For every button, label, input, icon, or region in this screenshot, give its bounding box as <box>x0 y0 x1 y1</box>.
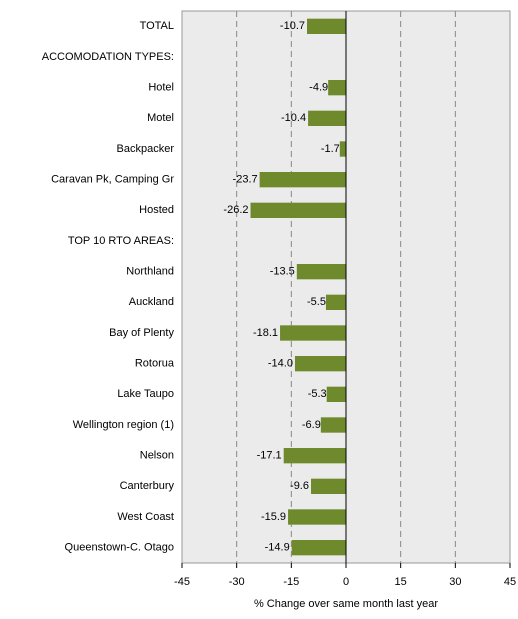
x-tick-label: 15 <box>395 576 407 588</box>
bar <box>280 325 346 341</box>
y-tick-label: Bay of Plenty <box>109 327 174 339</box>
value-label: -1.7 <box>321 143 340 155</box>
bar <box>288 509 346 525</box>
y-tick-label: Canterbury <box>120 480 175 492</box>
bar <box>291 540 346 556</box>
value-label: -17.1 <box>257 450 282 462</box>
y-tick-label: TOTAL <box>140 20 174 32</box>
bar <box>308 110 346 126</box>
bar <box>328 80 346 96</box>
value-label: -5.3 <box>308 388 327 400</box>
bar <box>250 202 346 218</box>
y-tick-label: Caravan Pk, Camping Gr <box>51 174 174 186</box>
value-label: -13.5 <box>270 266 295 278</box>
y-tick-label: Motel <box>147 112 174 124</box>
bar <box>296 264 346 280</box>
bar <box>339 141 346 157</box>
x-tick-label: 0 <box>343 576 349 588</box>
x-tick-label: -45 <box>174 576 190 588</box>
y-tick-label: Lake Taupo <box>117 388 174 400</box>
bar <box>320 417 346 433</box>
value-label: -9.6 <box>290 480 309 492</box>
y-tick-label: West Coast <box>117 511 174 523</box>
bar <box>307 18 346 34</box>
value-label: -6.9 <box>302 419 321 431</box>
x-tick-label: -30 <box>229 576 245 588</box>
bar <box>259 172 346 188</box>
y-tick-label: Hotel <box>148 82 174 94</box>
value-label: -23.7 <box>233 174 258 186</box>
bar <box>311 478 346 494</box>
value-label: -10.7 <box>280 20 305 32</box>
y-tick-label: Northland <box>126 266 174 278</box>
x-tick-label: 45 <box>504 576 516 588</box>
bar <box>294 356 346 372</box>
value-label: -5.5 <box>307 296 326 308</box>
y-tick-label: TOP 10 RTO AREAS: <box>68 235 174 247</box>
bar <box>283 448 346 464</box>
y-tick-label: Backpacker <box>117 143 175 155</box>
y-tick-label: ACCOMODATION TYPES: <box>42 51 174 63</box>
y-tick-label: Queenstown-C. Otago <box>65 542 174 554</box>
value-label: -14.9 <box>265 542 290 554</box>
x-tick-label: -15 <box>283 576 299 588</box>
y-tick-label: Hosted <box>139 204 174 216</box>
value-label: -10.4 <box>281 112 306 124</box>
bar <box>326 386 346 402</box>
value-label: -4.9 <box>309 82 328 94</box>
x-axis-label: % Change over same month last year <box>254 598 438 610</box>
y-tick-label: Wellington region (1) <box>73 419 174 431</box>
y-tick-label: Nelson <box>140 450 174 462</box>
bar <box>325 294 346 310</box>
value-label: -26.2 <box>223 204 248 216</box>
value-label: -15.9 <box>261 511 286 523</box>
value-label: -18.1 <box>253 327 278 339</box>
y-tick-label: Rotorua <box>135 358 175 370</box>
y-tick-label: Auckland <box>129 296 174 308</box>
value-label: -14.0 <box>268 358 293 370</box>
x-tick-label: 30 <box>449 576 461 588</box>
